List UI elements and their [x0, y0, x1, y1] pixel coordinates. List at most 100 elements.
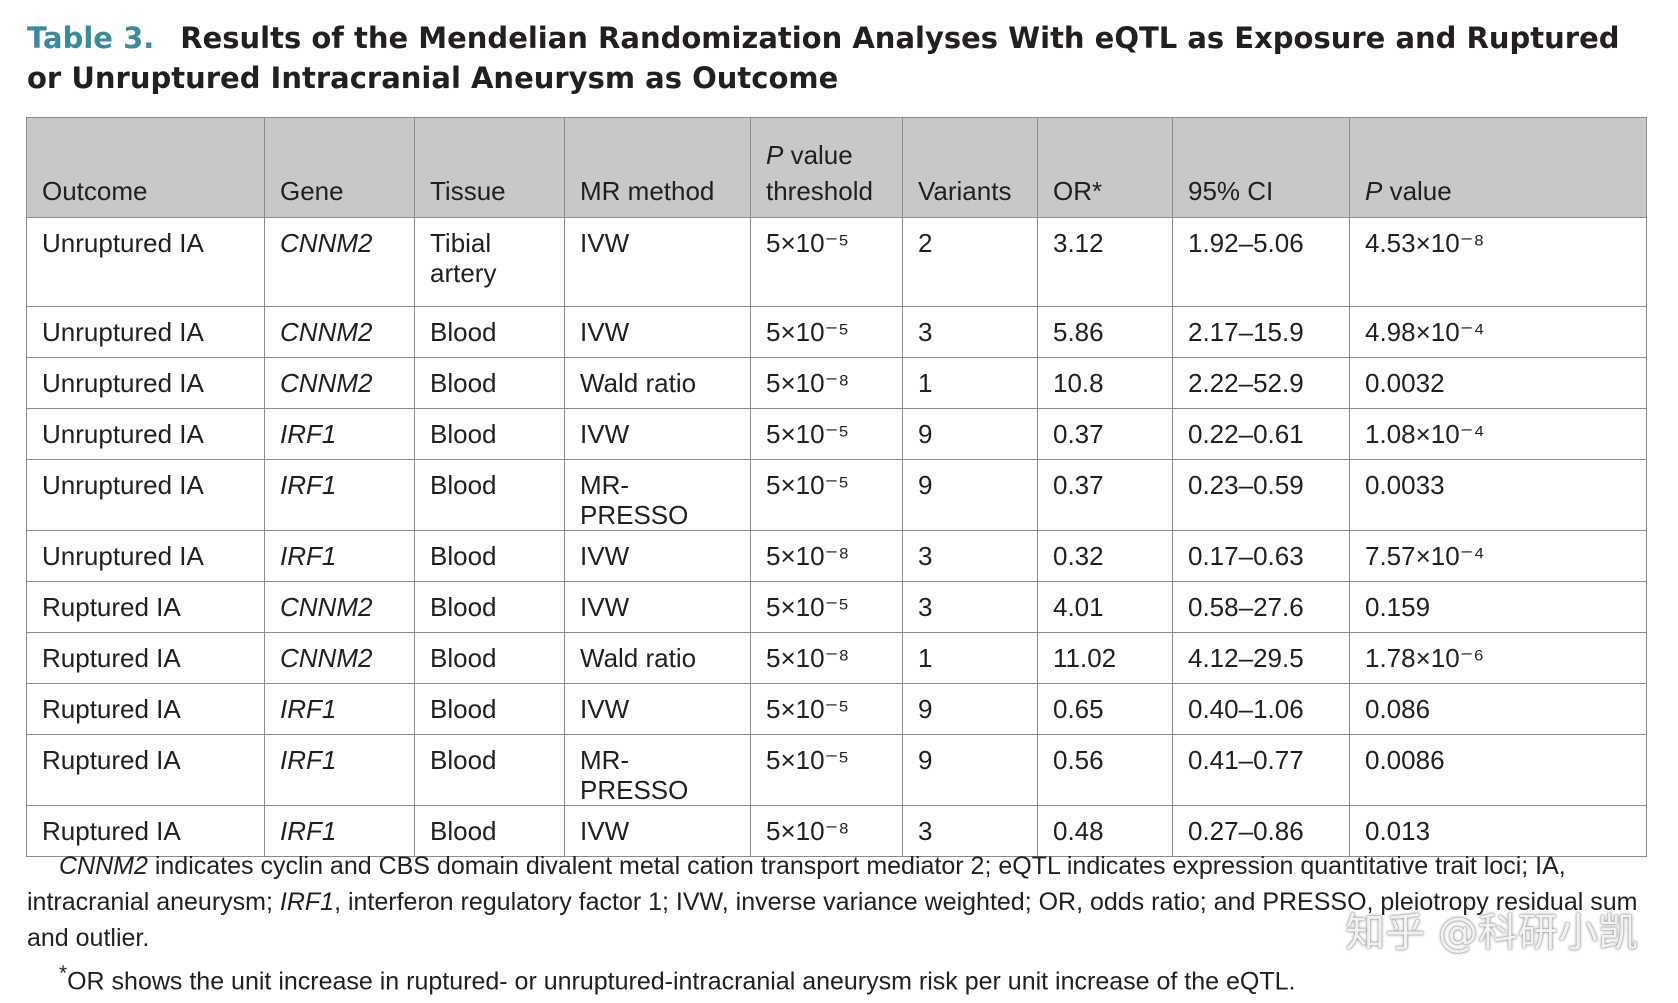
cell-gene: IRF1 — [264, 530, 415, 582]
table-label: Table 3. — [27, 21, 155, 55]
cell-ci: 0.17–0.63 — [1172, 530, 1350, 582]
cell-ci: 0.41–0.77 — [1172, 734, 1350, 806]
cell-variants: 3 — [902, 581, 1038, 633]
results-table: Outcome Gene Tissue MR method P value th… — [26, 117, 1647, 857]
cell-p: 0.086 — [1349, 683, 1647, 735]
cell-tissue: Blood — [414, 805, 565, 857]
table-row: Unruptured IA IRF1 Blood MR-PRESSO 5×10⁻⁵ 9 0.… — [26, 459, 1647, 531]
cell-ci: 0.40–1.06 — [1172, 683, 1350, 735]
cell-p: 4.53×10⁻⁸ — [1349, 217, 1647, 307]
cell-gene: IRF1 — [264, 805, 415, 857]
cell-tissue: Blood — [414, 306, 565, 358]
header-tissue: Tissue — [414, 117, 565, 218]
cell-ci: 2.22–52.9 — [1172, 357, 1350, 409]
cell-outcome: Ruptured IA — [26, 683, 265, 735]
cell-ci: 0.23–0.59 — [1172, 459, 1350, 531]
table-row: Ruptured IA IRF1 Blood MR-PRESSO 5×10⁻⁵ 9 0.56… — [26, 734, 1647, 806]
cell-method: MR-PRESSO — [564, 734, 751, 806]
table-notes: CNNM2 indicates cyclin and CBS domain di… — [27, 848, 1647, 999]
cell-threshold: 5×10⁻⁵ — [750, 581, 903, 633]
table-row: Unruptured IA IRF1 Blood IVW 5×10⁻⁵ 9 0.37 0.22… — [26, 408, 1647, 460]
cell-p: 7.57×10⁻⁴ — [1349, 530, 1647, 582]
cell-threshold: 5×10⁻⁸ — [750, 530, 903, 582]
cell-method: IVW — [564, 408, 751, 460]
cell-method: Wald ratio — [564, 632, 751, 684]
cell-outcome: Unruptured IA — [26, 217, 265, 307]
cell-method: IVW — [564, 581, 751, 633]
cell-outcome: Unruptured IA — [26, 530, 265, 582]
cell-tissue: Blood — [414, 459, 565, 531]
cell-outcome: Unruptured IA — [26, 357, 265, 409]
cell-threshold: 5×10⁻⁵ — [750, 306, 903, 358]
cell-outcome: Ruptured IA — [26, 581, 265, 633]
cell-threshold: 5×10⁻⁵ — [750, 217, 903, 307]
cell-ci: 0.22–0.61 — [1172, 408, 1350, 460]
table-row: Ruptured IA CNNM2 Blood Wald ratio 5×10⁻⁸ 1 11… — [26, 632, 1647, 684]
cell-ci: 1.92–5.06 — [1172, 217, 1350, 307]
cell-variants: 9 — [902, 408, 1038, 460]
cell-gene: CNNM2 — [264, 306, 415, 358]
cell-or: 0.48 — [1037, 805, 1173, 857]
cell-or: 4.01 — [1037, 581, 1173, 633]
cell-variants: 3 — [902, 805, 1038, 857]
table-row: Ruptured IA CNNM2 Blood IVW 5×10⁻⁵ 3 4.01 0.58–… — [26, 581, 1647, 633]
header-row: Outcome Gene Tissue MR method P value th… — [26, 117, 1647, 218]
cell-gene: IRF1 — [264, 683, 415, 735]
cell-tissue: Blood — [414, 632, 565, 684]
cell-threshold: 5×10⁻⁵ — [750, 459, 903, 531]
cell-method: IVW — [564, 805, 751, 857]
cell-tissue: Blood — [414, 581, 565, 633]
cell-tissue: Blood — [414, 683, 565, 735]
cell-variants: 1 — [902, 357, 1038, 409]
cell-threshold: 5×10⁻⁵ — [750, 734, 903, 806]
cell-or: 0.56 — [1037, 734, 1173, 806]
cell-p: 0.0032 — [1349, 357, 1647, 409]
cell-or: 5.86 — [1037, 306, 1173, 358]
header-p-value: P value — [1349, 117, 1647, 218]
cell-or: 0.37 — [1037, 459, 1173, 531]
cell-ci: 0.58–27.6 — [1172, 581, 1350, 633]
table-row: Unruptured IA IRF1 Blood IVW 5×10⁻⁸ 3 0.32 0.17… — [26, 530, 1647, 582]
table-row: Unruptured IA CNNM2 Blood IVW 5×10⁻⁵ 3 5.86 2.1… — [26, 306, 1647, 358]
header-gene: Gene — [264, 117, 415, 218]
header-p-threshold: P value threshold — [750, 117, 903, 218]
cell-p: 1.08×10⁻⁴ — [1349, 408, 1647, 460]
header-variants: Variants — [902, 117, 1038, 218]
header-mr-method: MR method — [564, 117, 751, 218]
cell-tissue: Blood — [414, 530, 565, 582]
cell-variants: 2 — [902, 217, 1038, 307]
cell-or: 10.8 — [1037, 357, 1173, 409]
watermark: 知乎 @科研小凯 — [1345, 910, 1638, 956]
cell-gene: CNNM2 — [264, 632, 415, 684]
cell-variants: 3 — [902, 530, 1038, 582]
cell-tissue: Blood — [414, 408, 565, 460]
cell-or: 11.02 — [1037, 632, 1173, 684]
cell-p: 0.0086 — [1349, 734, 1647, 806]
cell-p: 0.159 — [1349, 581, 1647, 633]
cell-method: Wald ratio — [564, 357, 751, 409]
header-outcome: Outcome — [26, 117, 265, 218]
cell-method: IVW — [564, 530, 751, 582]
table-row: Ruptured IA IRF1 Blood IVW 5×10⁻⁸ 3 0.48 0.27–0… — [26, 805, 1647, 857]
table-row: Ruptured IA IRF1 Blood IVW 5×10⁻⁵ 9 0.65 0.40–1… — [26, 683, 1647, 735]
abbreviations-note: CNNM2 indicates cyclin and CBS domain di… — [27, 852, 1638, 952]
cell-p: 1.78×10⁻⁶ — [1349, 632, 1647, 684]
header-or: OR* — [1037, 117, 1173, 218]
cell-outcome: Unruptured IA — [26, 306, 265, 358]
cell-threshold: 5×10⁻⁸ — [750, 632, 903, 684]
cell-outcome: Unruptured IA — [26, 408, 265, 460]
cell-gene: CNNM2 — [264, 217, 415, 307]
cell-threshold: 5×10⁻⁵ — [750, 408, 903, 460]
cell-outcome: Ruptured IA — [26, 734, 265, 806]
cell-or: 3.12 — [1037, 217, 1173, 307]
or-footnote: *OR shows the unit increase in ruptured-… — [59, 962, 1296, 996]
cell-method: IVW — [564, 217, 751, 307]
cell-outcome: Ruptured IA — [26, 805, 265, 857]
cell-threshold: 5×10⁻⁸ — [750, 357, 903, 409]
header-ci: 95% CI — [1172, 117, 1350, 218]
cell-p: 0.013 — [1349, 805, 1647, 857]
cell-gene: IRF1 — [264, 459, 415, 531]
cell-outcome: Unruptured IA — [26, 459, 265, 531]
cell-gene: CNNM2 — [264, 357, 415, 409]
cell-variants: 9 — [902, 459, 1038, 531]
